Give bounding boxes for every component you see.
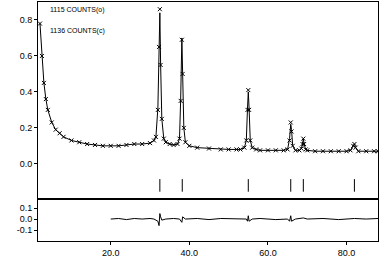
svg-text:1115 COUNTS(o): 1115 COUNTS(o) xyxy=(50,6,105,14)
svg-text:0.2: 0.2 xyxy=(20,123,33,133)
svg-text:0.4: 0.4 xyxy=(20,87,33,97)
svg-text:0.0: 0.0 xyxy=(20,214,33,224)
svg-text:0.6: 0.6 xyxy=(20,51,33,61)
svg-text:-0.1: -0.1 xyxy=(17,225,33,235)
svg-text:60.0: 60.0 xyxy=(259,248,277,257)
svg-text:0.1: 0.1 xyxy=(20,203,33,213)
svg-text:0.0: 0.0 xyxy=(20,159,33,169)
svg-text:1136 COUNTS(c): 1136 COUNTS(c) xyxy=(50,27,105,35)
svg-text:0.8: 0.8 xyxy=(20,15,33,25)
svg-text:80.0: 80.0 xyxy=(338,248,356,257)
svg-text:20.0: 20.0 xyxy=(102,248,120,257)
svg-text:40.0: 40.0 xyxy=(181,248,199,257)
